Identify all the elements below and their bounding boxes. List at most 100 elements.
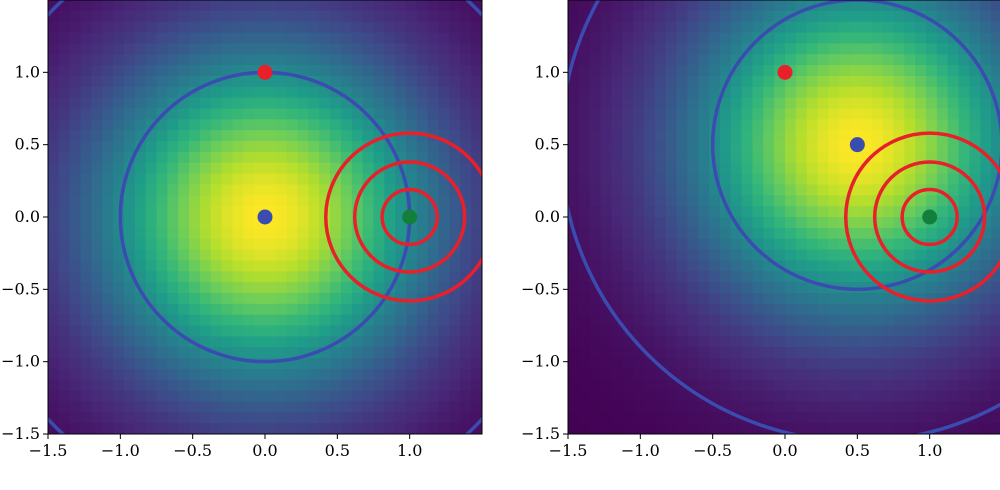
heatmap-cell	[665, 423, 678, 434]
heatmap-cell	[156, 97, 168, 110]
heatmap-cell	[134, 412, 147, 424]
heatmap-cell	[80, 249, 92, 261]
heatmap-cell	[167, 0, 179, 12]
heatmap-cell	[915, 97, 927, 110]
heatmap-cell	[48, 249, 60, 261]
heatmap-cell	[156, 119, 168, 131]
heatmap-cell	[308, 206, 320, 218]
heatmap-cell	[752, 325, 764, 337]
heatmap-cell	[113, 336, 125, 348]
heatmap-cell	[611, 325, 623, 337]
heatmap-cell	[882, 86, 895, 99]
heatmap-cell	[330, 43, 342, 55]
heatmap-cell	[633, 184, 645, 196]
heatmap-cell	[340, 119, 353, 131]
y-tick-label: 0.0	[535, 207, 560, 226]
heatmap-cell	[308, 86, 320, 99]
heatmap-cell	[860, 86, 873, 99]
heatmap-cell	[134, 401, 147, 413]
heatmap-cell	[243, 162, 255, 175]
heatmap-cell	[91, 75, 103, 88]
heatmap-cell	[308, 108, 320, 120]
heatmap-cell	[817, 217, 829, 229]
heatmap-cell	[893, 292, 905, 305]
heatmap-cell	[719, 108, 732, 120]
heatmap-cell	[980, 43, 992, 55]
heatmap-cell	[471, 227, 482, 240]
heatmap-cell	[351, 292, 364, 305]
heatmap-cell	[395, 325, 407, 337]
heatmap-cell	[232, 97, 244, 110]
heatmap-cell	[936, 412, 949, 424]
heatmap-cell	[893, 271, 905, 283]
heatmap-cell	[308, 303, 320, 316]
heatmap-cell	[319, 314, 331, 327]
heatmap-cell	[406, 54, 418, 66]
heatmap-cell	[882, 195, 895, 207]
heatmap-cell	[221, 401, 234, 413]
heatmap-cell	[471, 97, 482, 110]
heatmap-cell	[460, 423, 472, 434]
heatmap-cell	[471, 130, 482, 142]
heatmap-cell	[904, 206, 916, 218]
heatmap-cell	[80, 336, 92, 348]
heatmap-cell	[578, 423, 591, 434]
heatmap-cell	[80, 423, 92, 434]
heatmap-cell	[373, 292, 385, 305]
heatmap-cell	[893, 303, 905, 316]
heatmap-cell	[243, 412, 255, 424]
heatmap-cell	[709, 292, 721, 305]
heatmap-cell	[189, 43, 201, 55]
heatmap-cell	[286, 358, 299, 370]
point-blue	[849, 137, 865, 153]
heatmap-cell	[698, 65, 710, 77]
heatmap-cell	[449, 75, 461, 88]
heatmap-cell	[58, 108, 71, 120]
heatmap-cell	[460, 65, 472, 77]
heatmap-cell	[947, 65, 960, 77]
heatmap-cell	[134, 151, 147, 164]
heatmap-cell	[958, 173, 971, 186]
heatmap-cell	[145, 43, 158, 55]
heatmap-cell	[210, 401, 223, 413]
heatmap-cell	[741, 151, 754, 164]
heatmap-cell	[774, 423, 786, 434]
heatmap-cell	[134, 195, 147, 207]
heatmap-cell	[58, 130, 71, 142]
heatmap-cell	[460, 141, 472, 153]
heatmap-cell	[763, 141, 775, 153]
heatmap-cell	[589, 206, 602, 218]
heatmap-cell	[275, 206, 288, 218]
heatmap-cell	[275, 54, 288, 66]
heatmap-cell	[319, 412, 331, 424]
heatmap-cell	[340, 21, 353, 34]
heatmap-cell	[427, 368, 440, 381]
heatmap-cell	[340, 184, 353, 196]
heatmap-cell	[210, 227, 223, 240]
heatmap-cell	[839, 303, 851, 316]
heatmap-cell	[643, 195, 656, 207]
heatmap-cell	[893, 282, 905, 294]
y-tick-label: −1.0	[1, 352, 40, 371]
heatmap-cell	[438, 86, 451, 99]
heatmap-cell	[123, 401, 136, 413]
heatmap-cell	[774, 54, 786, 66]
heatmap-cell	[611, 401, 623, 413]
heatmap-cell	[785, 379, 797, 392]
heatmap-cell	[915, 173, 927, 186]
heatmap-cell	[395, 368, 407, 381]
heatmap-cell	[947, 314, 960, 327]
heatmap-cell	[850, 195, 862, 207]
heatmap-cell	[395, 173, 407, 186]
heatmap-cell	[687, 184, 699, 196]
heatmap-cell	[730, 141, 743, 153]
heatmap-cell	[643, 119, 656, 131]
heatmap-cell	[319, 32, 331, 44]
heatmap-cell	[395, 75, 407, 88]
heatmap-cell	[91, 347, 103, 359]
heatmap-cell	[643, 75, 656, 88]
heatmap-cell	[730, 423, 743, 434]
heatmap-cell	[340, 130, 353, 142]
heatmap-cell	[69, 423, 82, 434]
